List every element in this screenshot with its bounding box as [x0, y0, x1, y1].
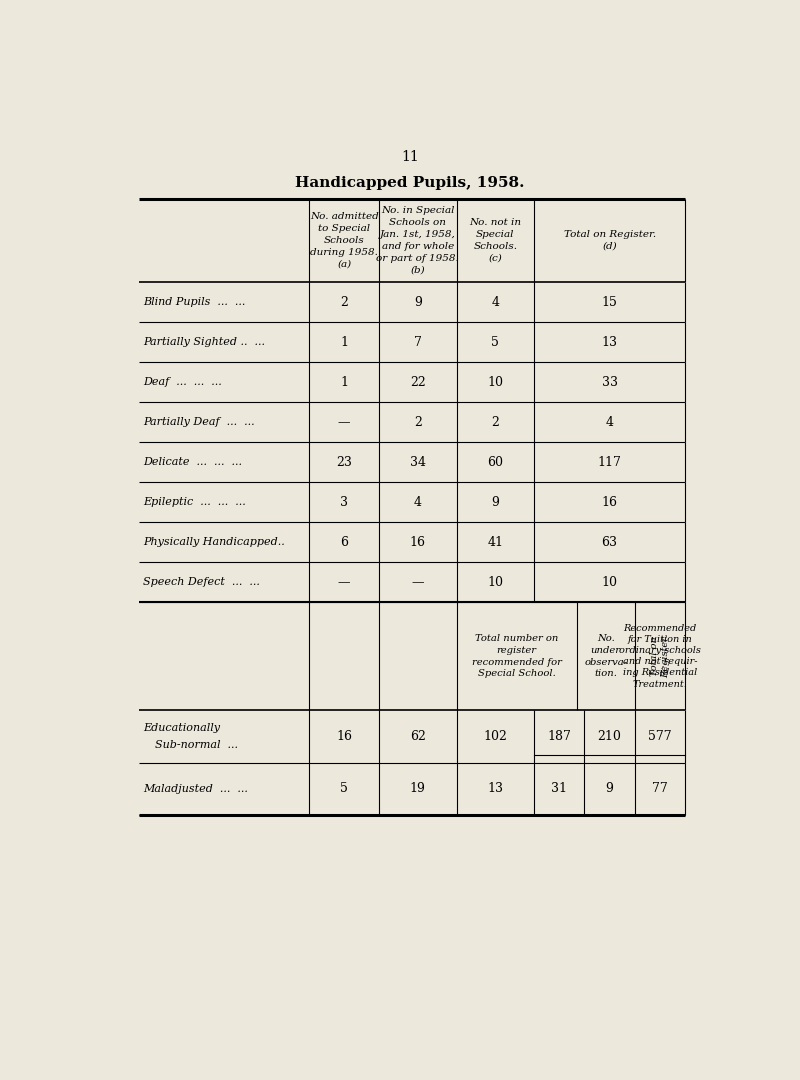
Text: No. not in
Special
Schools.
(c): No. not in Special Schools. (c): [470, 218, 522, 262]
Text: Blind Pupils  ...  ...: Blind Pupils ... ...: [143, 297, 246, 307]
Text: 3: 3: [340, 496, 348, 509]
Text: 10: 10: [487, 376, 503, 389]
Text: Epileptic  ...  ...  ...: Epileptic ... ... ...: [143, 497, 246, 508]
Text: Handicapped Pupils, 1958.: Handicapped Pupils, 1958.: [295, 176, 525, 190]
Text: 63: 63: [602, 536, 618, 549]
Text: 1: 1: [340, 336, 348, 349]
Text: Total on
Register.: Total on Register.: [650, 634, 670, 678]
Text: 60: 60: [487, 456, 503, 469]
Text: Total on Register.
(d): Total on Register. (d): [563, 230, 656, 251]
Text: 9: 9: [491, 496, 499, 509]
Text: 34: 34: [410, 456, 426, 469]
Text: 6: 6: [340, 536, 348, 549]
Text: 33: 33: [602, 376, 618, 389]
Text: Speech Defect  ...  ...: Speech Defect ... ...: [143, 578, 260, 588]
Text: 10: 10: [602, 576, 618, 589]
Text: Delicate  ...  ...  ...: Delicate ... ... ...: [143, 457, 242, 468]
Text: —: —: [338, 416, 350, 429]
Text: 7: 7: [414, 336, 422, 349]
Text: 9: 9: [414, 296, 422, 309]
Text: 23: 23: [336, 456, 352, 469]
Text: —: —: [411, 576, 424, 589]
Text: 2: 2: [340, 296, 348, 309]
Text: Maladjusted  ...  ...: Maladjusted ... ...: [143, 784, 248, 794]
Text: 4: 4: [606, 416, 614, 429]
Text: 2: 2: [414, 416, 422, 429]
Text: 1: 1: [340, 376, 348, 389]
Text: Partially Sighted ..  ...: Partially Sighted .. ...: [143, 337, 266, 347]
Text: Deaf  ...  ...  ...: Deaf ... ... ...: [143, 377, 222, 387]
Text: 22: 22: [410, 376, 426, 389]
Text: 15: 15: [602, 296, 618, 309]
Text: No. in Special
Schools on
Jan. 1st, 1958,
and for whole
or part of 1958.
(b): No. in Special Schools on Jan. 1st, 1958…: [376, 206, 459, 274]
Text: No.
under
observa-
tion.: No. under observa- tion.: [584, 634, 627, 678]
Text: Total number on
register
recommended for
Special School.: Total number on register recommended for…: [472, 634, 562, 678]
Text: 19: 19: [410, 782, 426, 795]
Text: 16: 16: [336, 730, 352, 743]
Text: 10: 10: [487, 576, 503, 589]
Text: 2: 2: [491, 416, 499, 429]
Text: 62: 62: [410, 730, 426, 743]
Text: 13: 13: [487, 782, 503, 795]
Text: 4: 4: [491, 296, 499, 309]
Text: 11: 11: [401, 149, 419, 163]
Text: 16: 16: [602, 496, 618, 509]
Text: 210: 210: [598, 730, 622, 743]
Text: Educationally: Educationally: [143, 723, 221, 733]
Text: 31: 31: [551, 782, 567, 795]
Text: No. admitted
to Special
Schools
during 1958.
(a): No. admitted to Special Schools during 1…: [310, 213, 378, 269]
Text: 577: 577: [648, 730, 672, 743]
Text: 5: 5: [340, 782, 348, 795]
Text: 117: 117: [598, 456, 622, 469]
Text: 102: 102: [483, 730, 507, 743]
Text: 5: 5: [491, 336, 499, 349]
Text: 187: 187: [547, 730, 571, 743]
Text: —: —: [338, 576, 350, 589]
Text: 77: 77: [652, 782, 668, 795]
Text: 16: 16: [410, 536, 426, 549]
Text: Recommended
for Tuition in
ordinary schools
and not requir-
ing Residential
Trea: Recommended for Tuition in ordinary scho…: [619, 624, 701, 689]
Text: Physically Handicapped..: Physically Handicapped..: [143, 538, 285, 548]
Text: 13: 13: [602, 336, 618, 349]
Text: 41: 41: [487, 536, 503, 549]
Text: Partially Deaf  ...  ...: Partially Deaf ... ...: [143, 417, 255, 428]
Text: Sub-normal  ...: Sub-normal ...: [155, 740, 238, 750]
Text: 4: 4: [414, 496, 422, 509]
Text: 9: 9: [606, 782, 614, 795]
